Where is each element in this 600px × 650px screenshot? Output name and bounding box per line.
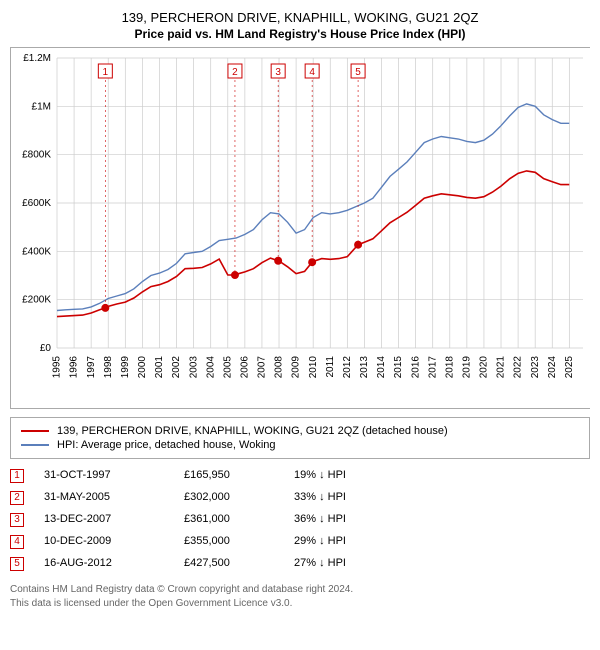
sale-delta: 33% ↓ HPI: [294, 491, 414, 503]
x-tick-label: 2009: [291, 356, 302, 379]
sale-price: £427,500: [184, 557, 294, 569]
x-tick-label: 2024: [547, 356, 558, 379]
sale-marker-number: 2: [232, 67, 238, 78]
sale-row: 1 31-OCT-1997£165,95019% ↓ HPI: [10, 465, 590, 487]
x-tick-label: 2022: [513, 356, 524, 379]
sale-row: 2 31-MAY-2005£302,00033% ↓ HPI: [10, 487, 590, 509]
y-tick-label: £200K: [22, 295, 51, 306]
x-tick-label: 1996: [69, 356, 80, 379]
x-tick-label: 1998: [103, 356, 114, 379]
sale-marker-dot: [355, 241, 362, 248]
sale-marker-dot: [102, 304, 109, 311]
sale-price: £355,000: [184, 535, 294, 547]
sale-marker-badge: 4: [10, 535, 24, 549]
x-tick-label: 2007: [257, 356, 268, 379]
sale-marker-dot: [309, 259, 316, 266]
legend-label: HPI: Average price, detached house, Woki…: [57, 439, 276, 451]
legend-label: 139, PERCHERON DRIVE, KNAPHILL, WOKING, …: [57, 425, 448, 437]
sale-date: 16-AUG-2012: [44, 557, 184, 569]
x-tick-label: 1995: [52, 356, 63, 379]
attribution-line2: This data is licensed under the Open Gov…: [10, 597, 590, 611]
x-tick-label: 1999: [120, 356, 131, 379]
sale-row: 3 13-DEC-2007£361,00036% ↓ HPI: [10, 509, 590, 531]
sale-delta: 29% ↓ HPI: [294, 535, 414, 547]
x-tick-label: 2014: [376, 356, 387, 379]
x-tick-label: 1997: [86, 356, 97, 379]
legend-item: HPI: Average price, detached house, Woki…: [21, 438, 579, 452]
sale-date: 31-OCT-1997: [44, 469, 184, 481]
sale-marker-badge: 5: [10, 557, 24, 571]
x-tick-label: 2005: [222, 356, 233, 379]
y-tick-label: £600K: [22, 198, 51, 209]
sale-delta: 19% ↓ HPI: [294, 469, 414, 481]
sale-marker-badge: 3: [10, 513, 24, 527]
sale-date: 13-DEC-2007: [44, 513, 184, 525]
sale-row: 4 10-DEC-2009£355,00029% ↓ HPI: [10, 531, 590, 553]
x-tick-label: 2012: [342, 356, 353, 379]
x-tick-label: 2004: [205, 356, 216, 379]
sale-row: 5 16-AUG-2012£427,50027% ↓ HPI: [10, 553, 590, 575]
sale-marker-number: 5: [355, 67, 361, 78]
sale-price: £361,000: [184, 513, 294, 525]
legend-swatch: [21, 444, 49, 446]
x-tick-label: 2020: [479, 356, 490, 379]
x-tick-label: 2017: [427, 356, 438, 379]
y-tick-label: £1.2M: [23, 53, 51, 64]
x-tick-label: 2021: [496, 356, 507, 379]
legend: 139, PERCHERON DRIVE, KNAPHILL, WOKING, …: [10, 417, 590, 459]
x-tick-label: 2018: [444, 356, 455, 379]
y-tick-label: £400K: [22, 246, 51, 257]
sale-marker-number: 1: [103, 67, 109, 78]
attribution: Contains HM Land Registry data © Crown c…: [10, 583, 590, 611]
sale-delta: 36% ↓ HPI: [294, 513, 414, 525]
x-tick-label: 2025: [564, 356, 575, 379]
page-title: 139, PERCHERON DRIVE, KNAPHILL, WOKING, …: [10, 10, 590, 25]
sale-price: £165,950: [184, 469, 294, 481]
x-tick-label: 2016: [410, 356, 421, 379]
x-tick-label: 2015: [393, 356, 404, 379]
x-tick-label: 2023: [530, 356, 541, 379]
x-tick-label: 2008: [274, 356, 285, 379]
x-tick-label: 2010: [308, 356, 319, 379]
page-subtitle: Price paid vs. HM Land Registry's House …: [10, 27, 590, 41]
x-tick-label: 2011: [325, 356, 336, 378]
sale-marker-dot: [275, 257, 282, 264]
x-tick-label: 2019: [462, 356, 473, 379]
x-tick-label: 2000: [137, 356, 148, 379]
x-tick-label: 2006: [239, 356, 250, 379]
sales-table: 1 31-OCT-1997£165,95019% ↓ HPI 2 31-MAY-200…: [10, 465, 590, 575]
x-tick-label: 2001: [154, 356, 165, 379]
legend-swatch: [21, 430, 49, 432]
y-tick-label: £800K: [22, 150, 51, 161]
sale-date: 10-DEC-2009: [44, 535, 184, 547]
sale-marker-number: 4: [309, 67, 315, 78]
price-chart: £0 £200K £400K £600K £800K £1M £1.2M 1995 1996 19…: [10, 47, 590, 409]
x-tick-label: 2002: [171, 356, 182, 379]
legend-item: 139, PERCHERON DRIVE, KNAPHILL, WOKING, …: [21, 424, 579, 438]
sale-marker-badge: 1: [10, 469, 24, 483]
sale-marker-number: 3: [275, 67, 281, 78]
sale-price: £302,000: [184, 491, 294, 503]
sale-marker-dot: [231, 272, 238, 279]
sale-delta: 27% ↓ HPI: [294, 557, 414, 569]
attribution-line1: Contains HM Land Registry data © Crown c…: [10, 583, 590, 597]
x-tick-label: 2013: [359, 356, 370, 379]
sale-date: 31-MAY-2005: [44, 491, 184, 503]
x-tick-label: 2003: [188, 356, 199, 379]
chart-svg: £0 £200K £400K £600K £800K £1M £1.2M 1995 1996 19…: [11, 48, 591, 408]
sale-marker-badge: 2: [10, 491, 24, 505]
y-tick-label: £1M: [32, 101, 51, 112]
y-tick-label: £0: [40, 343, 52, 354]
